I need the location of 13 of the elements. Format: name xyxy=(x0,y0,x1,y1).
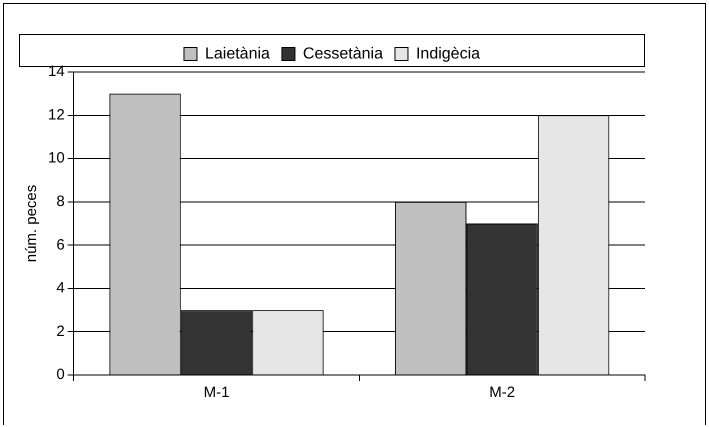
y-tick-label: 0 xyxy=(56,366,65,384)
x-tick-label: M-2 xyxy=(489,384,516,402)
x-tick-label: M-1 xyxy=(204,384,230,402)
legend-label: Indigècia xyxy=(416,45,480,62)
y-axis-title: núm. peces xyxy=(23,184,40,262)
y-tick-label: 4 xyxy=(56,280,65,297)
y-tick-label: 8 xyxy=(56,193,65,210)
y-tick-label: 12 xyxy=(48,106,65,124)
y-tick-label: 2 xyxy=(56,322,65,340)
y-tick-label: 6 xyxy=(56,236,65,254)
legend-label: Cessetània xyxy=(302,45,384,62)
y-tick-label: 10 xyxy=(48,150,65,167)
legend-label: Laietània xyxy=(204,45,270,62)
